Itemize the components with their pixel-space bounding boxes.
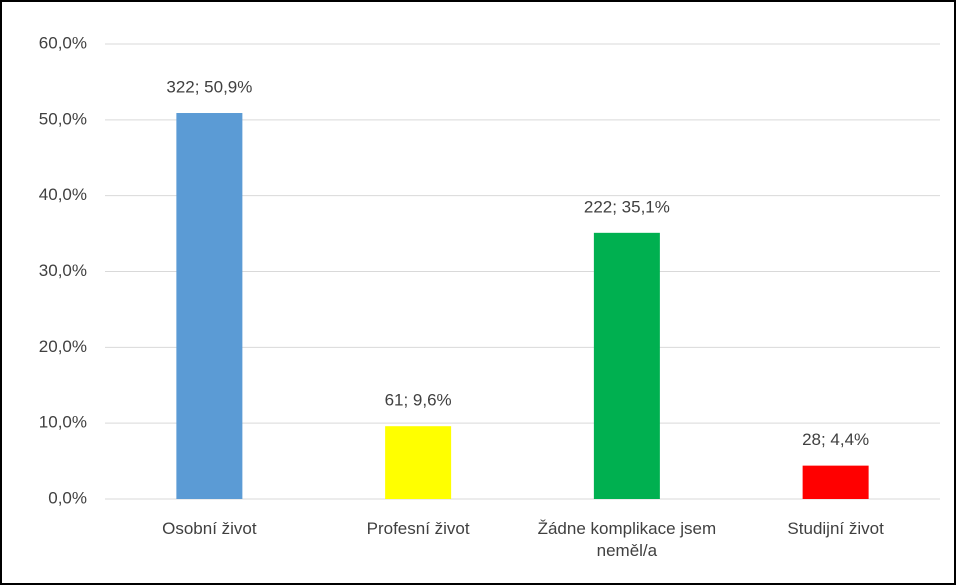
bar xyxy=(176,113,243,499)
bar xyxy=(802,465,869,499)
y-tick-label: 40,0% xyxy=(39,185,87,204)
bar xyxy=(593,232,660,499)
y-tick-label: 20,0% xyxy=(39,337,87,356)
y-tick-label: 10,0% xyxy=(39,413,87,432)
data-label: 322; 50,9% xyxy=(166,77,252,96)
x-tick-label: Osobní život xyxy=(162,519,257,538)
data-label: 61; 9,6% xyxy=(385,391,452,410)
y-tick-label: 0,0% xyxy=(48,488,87,507)
y-tick-label: 30,0% xyxy=(39,261,87,280)
x-tick-label: Studijní život xyxy=(787,519,884,538)
bar xyxy=(385,426,452,499)
data-label: 222; 35,1% xyxy=(584,197,670,216)
y-tick-label: 50,0% xyxy=(39,109,87,128)
y-tick-label: 60,0% xyxy=(39,33,87,52)
data-label: 28; 4,4% xyxy=(802,430,869,449)
x-tick-label: Žádne komplikace jsem neměl/a xyxy=(537,519,717,560)
x-tick-label: Profesní život xyxy=(366,519,470,538)
